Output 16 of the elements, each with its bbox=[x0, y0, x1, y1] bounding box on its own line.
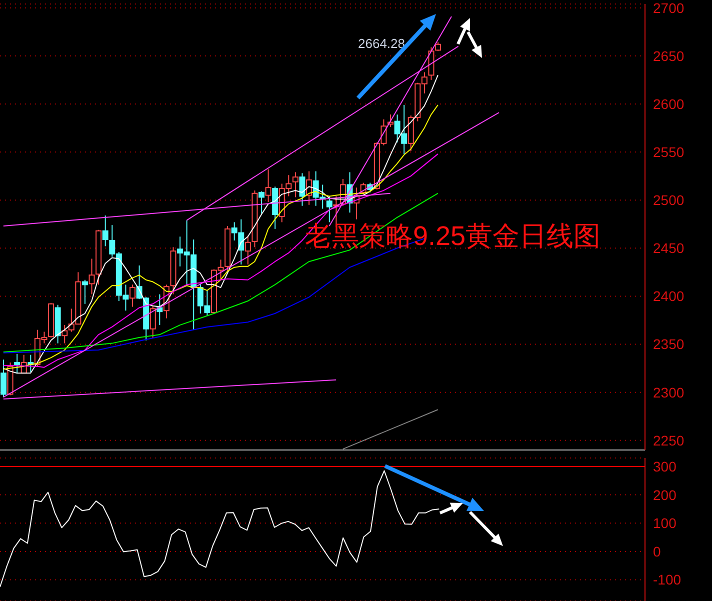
y-tick-label: 300 bbox=[653, 458, 677, 474]
y-tick-label: 2600 bbox=[653, 96, 684, 112]
y-tick-label: 2300 bbox=[653, 384, 684, 400]
y-tick-label: 100 bbox=[653, 515, 677, 532]
y-tick-label: 200 bbox=[653, 486, 677, 503]
y-tick-label: 2250 bbox=[653, 432, 684, 448]
y-tick-label: 2450 bbox=[653, 240, 684, 256]
y-tick-label: 0 bbox=[653, 543, 661, 560]
y-tick-label: 2650 bbox=[653, 48, 684, 64]
y-tick-label: 2700 bbox=[653, 0, 684, 16]
annotation: 2664.28 bbox=[358, 36, 405, 51]
y-tick-label: 2500 bbox=[653, 192, 684, 208]
y-tick-label: -100 bbox=[653, 572, 682, 588]
y-tick-label: 2350 bbox=[653, 336, 684, 352]
y-tick-label: 2400 bbox=[653, 288, 684, 304]
y-tick-label: 2550 bbox=[653, 144, 684, 160]
